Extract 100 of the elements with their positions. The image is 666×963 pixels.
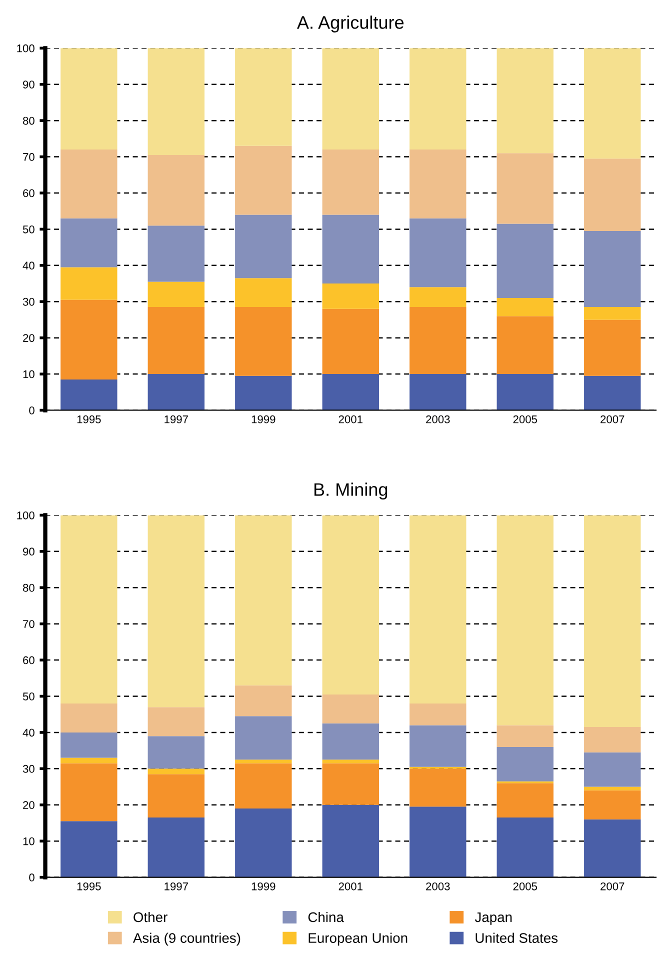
bar [235, 515, 292, 686]
bar [584, 819, 641, 878]
bar [235, 146, 292, 215]
bar [148, 154, 205, 226]
y-tick-label: 80 [22, 584, 34, 592]
bar [148, 48, 205, 155]
bar [235, 685, 292, 716]
bar [235, 808, 292, 878]
bar [496, 48, 554, 154]
x-tick-label: 2007 [600, 882, 624, 890]
bar [410, 725, 466, 767]
x-tick-label: 2007 [600, 415, 624, 424]
bar [322, 214, 380, 284]
bar [322, 723, 380, 760]
bar [322, 763, 380, 805]
bar [148, 515, 205, 708]
bar [60, 150, 118, 218]
bar [584, 515, 641, 728]
bar [322, 694, 380, 724]
y-tick-label: 10 [23, 837, 34, 846]
bar [410, 307, 466, 374]
y-tick-label: 80 [22, 116, 34, 125]
y-tick-label: 50 [22, 225, 34, 234]
x-tick-label: 1997 [164, 882, 188, 890]
bar [235, 278, 292, 308]
legend-label: Japan [474, 912, 512, 925]
x-tick-label: 1995 [77, 415, 101, 424]
bar [148, 818, 205, 878]
bar [148, 774, 205, 818]
bar [584, 752, 641, 787]
bar [496, 818, 554, 878]
bar [410, 218, 466, 288]
bar [60, 218, 118, 268]
bar [148, 282, 205, 308]
legend-label: Asia (9 countries) [132, 932, 240, 946]
x-tick-label: 1999 [252, 415, 276, 424]
y-tick-label: 20 [23, 334, 34, 342]
bar [584, 790, 641, 820]
x-tick-label: 2001 [338, 882, 362, 890]
x-tick-label: 2003 [426, 882, 450, 890]
bar [410, 515, 466, 704]
legend-label: China [308, 912, 344, 922]
y-tick-label: 40 [22, 728, 34, 737]
x-tick-label: 1997 [164, 415, 188, 424]
y-tick-label: 90 [23, 80, 34, 88]
bar [584, 307, 641, 320]
bar [410, 150, 466, 218]
bar [496, 316, 554, 374]
bar [410, 703, 466, 726]
bar [60, 379, 118, 410]
y-tick-label: 20 [23, 801, 34, 810]
bar [235, 214, 292, 278]
bar [584, 727, 641, 752]
x-tick-label: 2005 [513, 882, 538, 890]
chart-title: A. Agriculture [296, 16, 404, 32]
y-tick-label: 100 [17, 44, 34, 52]
bar [322, 515, 380, 694]
bar [60, 821, 118, 878]
bar [410, 806, 466, 878]
bar [496, 298, 554, 316]
bar [584, 376, 641, 410]
x-tick-label: 1999 [252, 882, 276, 890]
bar [496, 153, 554, 224]
bar [410, 374, 466, 410]
bar [148, 374, 205, 410]
bar [235, 716, 292, 760]
y-tick-label: 100 [17, 511, 34, 520]
bar [322, 804, 380, 878]
bar [322, 284, 380, 309]
bar [60, 703, 118, 732]
bar [410, 768, 466, 807]
bar [235, 763, 292, 808]
bar [584, 320, 641, 376]
y-tick-label: 30 [22, 298, 34, 306]
y-tick-label: 0 [29, 874, 34, 882]
bar [322, 374, 380, 410]
chart-title: B. Mining [314, 482, 388, 500]
y-tick-label: 70 [23, 620, 34, 628]
bar [60, 732, 118, 758]
bar [148, 768, 205, 774]
bar [496, 783, 554, 818]
bar [322, 760, 380, 764]
bar [235, 760, 292, 764]
bar [60, 758, 118, 764]
bar [584, 48, 641, 159]
x-tick-label: 2005 [513, 415, 538, 424]
bar [322, 150, 380, 215]
y-tick-label: 60 [23, 189, 34, 198]
bar [235, 48, 292, 146]
bar [148, 226, 205, 282]
y-tick-label: 70 [23, 153, 34, 161]
bar [496, 374, 554, 410]
y-tick-label: 0 [29, 406, 34, 414]
bar [60, 48, 118, 150]
bar [410, 287, 466, 308]
bar [496, 725, 554, 747]
bar [584, 231, 641, 308]
bar [148, 707, 205, 736]
x-tick-label: 1995 [77, 882, 101, 890]
bar [235, 376, 292, 410]
